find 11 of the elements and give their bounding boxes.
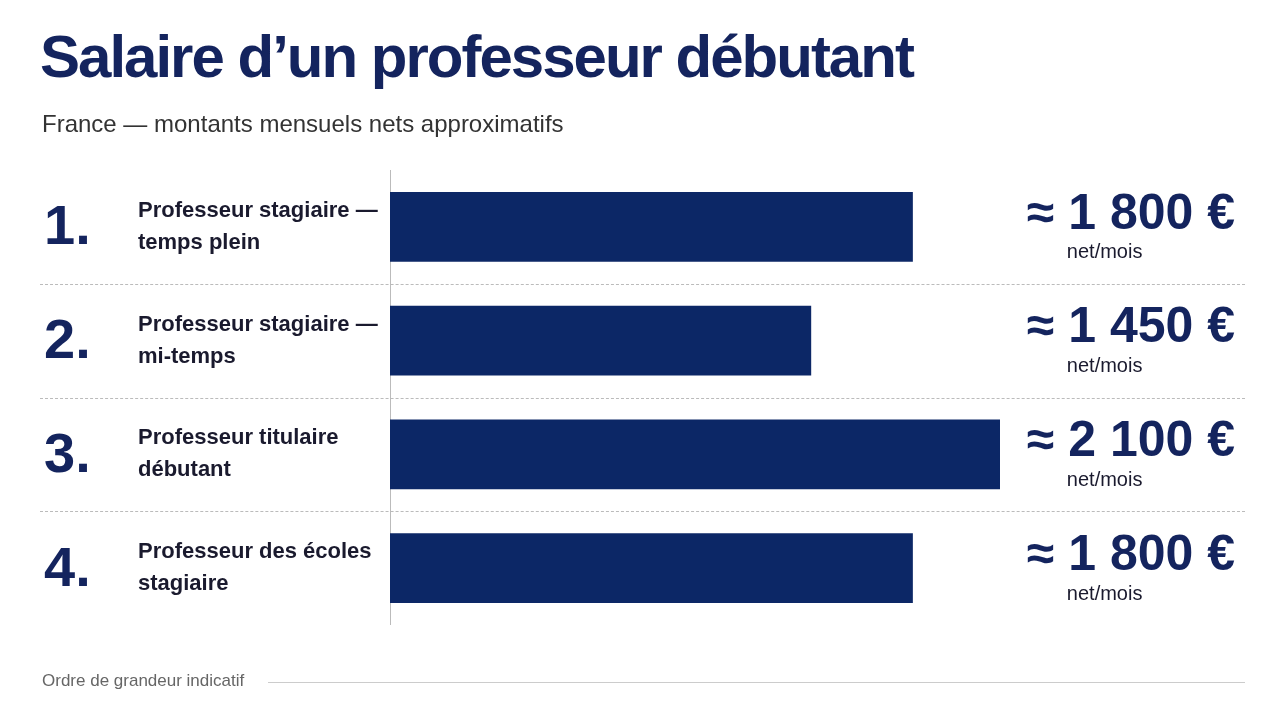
y-tick-label: 3. Professeur titulaire débutant [44,420,339,484]
data-label: ≈ 2 100 € net/mois [1026,411,1235,490]
data-label: ≈ 1 800 € net/mois [1026,183,1235,263]
y-tick-label: 2. Professeur stagiaire — mi-temps [44,307,378,371]
y-tick-label: 4. Professeur des écoles stagiaire [44,534,372,598]
data-label: ≈ 1 800 € net/mois [1026,524,1235,604]
data-label: ≈ 1 450 € net/mois [1026,297,1235,377]
y-tick-label: 1. Professeur stagiaire — temps plein [44,193,378,257]
text: Ordre de grandeur indicatif [42,671,245,691]
chart-title: Salaire d’un professeur débutant [40,22,913,91]
chart-subtitle: France — montants mensuels nets approximatifs [42,110,564,138]
